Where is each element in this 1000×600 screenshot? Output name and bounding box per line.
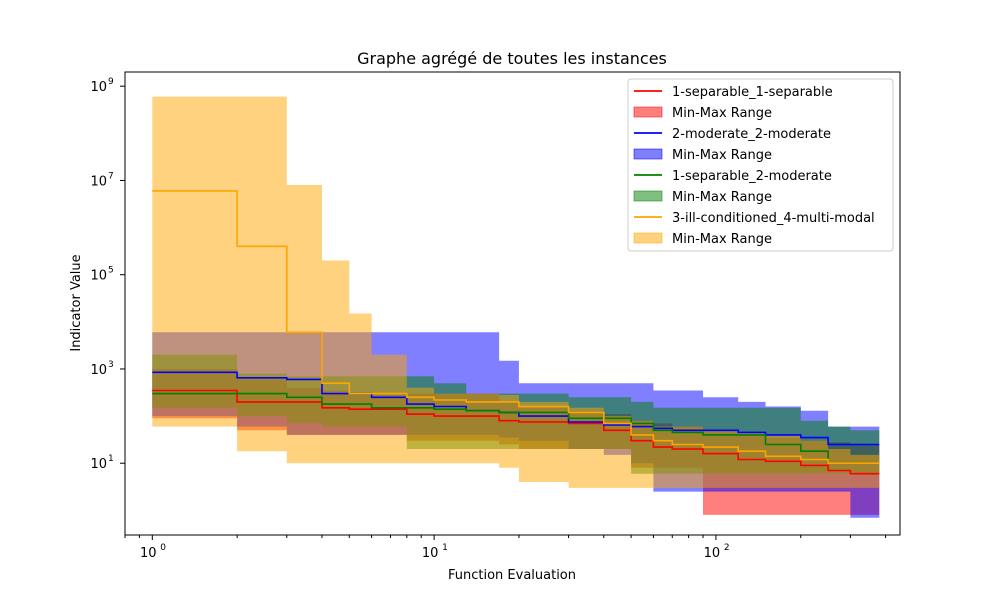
legend-box [627, 78, 894, 252]
legend-entry-label: Min-Max Range [672, 106, 772, 121]
series-line-4 [152, 190, 880, 464]
y-tick-exponent: 3 [108, 360, 114, 370]
y-tick-label: 10 [90, 457, 107, 472]
x-axis: 10 0 10 1 10 2 [124, 535, 887, 561]
y-tick-label: 10 [90, 174, 107, 189]
legend-band-swatch [633, 232, 663, 244]
legend-band-swatch [633, 148, 663, 160]
legend-entry-label: 3-ill-conditioned_4-multi-modal [672, 211, 875, 226]
y-tick-exponent: 1 [108, 454, 114, 464]
legend-entry-label: 1-separable_1-separable [672, 85, 833, 100]
y-tick-exponent: 7 [108, 171, 114, 181]
x-tick-label: 10 [422, 546, 439, 561]
min-max-band-4 [152, 96, 880, 488]
legend-entry-label: Min-Max Range [672, 232, 772, 247]
y-tick-label: 10 [90, 269, 107, 284]
legend-band-swatch [633, 190, 663, 202]
legend-entry-label: 2-moderate_2-moderate [672, 127, 831, 142]
plot-frame [124, 71, 901, 536]
y-tick-label: 10 [90, 363, 107, 378]
x-axis-label: Function Evaluation [448, 568, 576, 583]
x-tick-label: 10 [140, 546, 157, 561]
x-tick-label: 10 [704, 546, 721, 561]
legend-entry-label: 1-separable_2-moderate [672, 169, 832, 184]
y-tick-exponent: 9 [108, 77, 114, 87]
y-tick-label: 10 [90, 80, 107, 95]
series-lines [152, 190, 880, 475]
y-axis-label: Indicator Value [69, 254, 84, 351]
series-line-3 [152, 392, 880, 464]
x-tick-exponent: 1 [442, 543, 448, 553]
x-tick-exponent: 0 [160, 543, 166, 553]
legend-band-swatch [633, 106, 663, 118]
x-tick-exponent: 2 [724, 543, 730, 553]
y-tick-exponent: 5 [108, 266, 114, 276]
legend-entry-label: Min-Max Range [672, 190, 772, 205]
legend-entry-label: Min-Max Range [672, 148, 772, 163]
chart-title: Graphe agrégé de toutes les instances [357, 49, 667, 68]
legend: 1-separable_1-separable Min-Max Range 2-mo… [627, 78, 894, 252]
